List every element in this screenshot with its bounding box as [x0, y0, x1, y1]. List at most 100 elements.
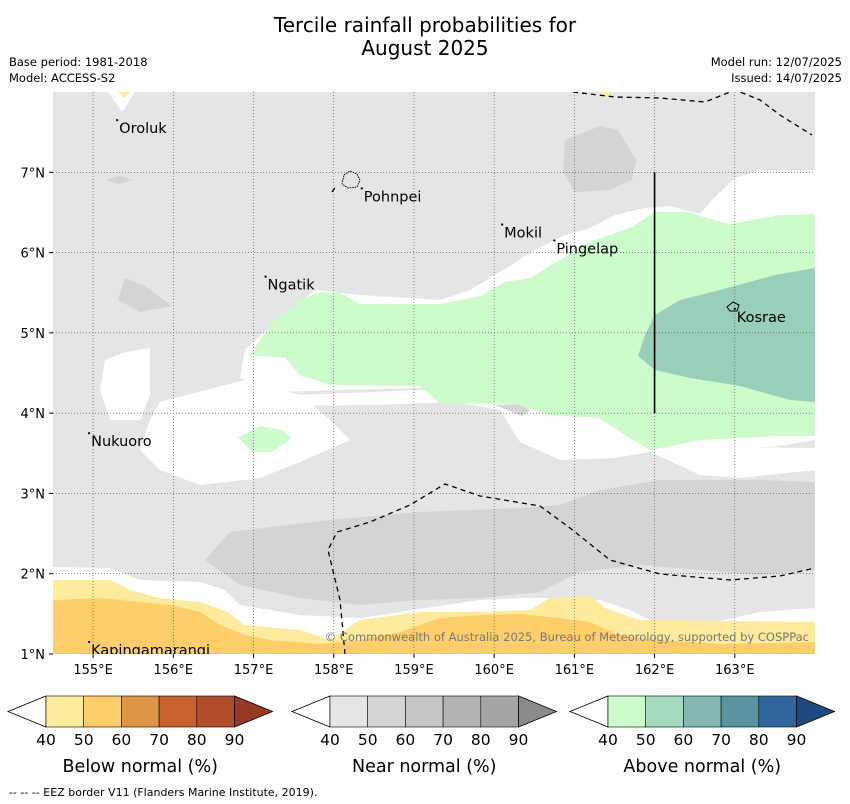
lon-tick-label: 157°E: [234, 663, 274, 678]
model-run: Model run: 12/07/2025: [710, 55, 842, 69]
colorbar-tick-label: 60: [396, 731, 416, 749]
lon-tick-label: 160°E: [474, 663, 514, 678]
colorbar-right-extend: [518, 695, 558, 728]
colorbar-tick-label: 50: [636, 731, 656, 749]
place-marker: [87, 640, 91, 644]
colorbar-label: Above normal (%): [623, 757, 781, 777]
place-label: Kapingamarangi: [91, 643, 210, 659]
colorbar-tick-label: 70: [711, 731, 731, 749]
colorbar-label: Below normal (%): [63, 757, 218, 777]
eez-border-fragment: [331, 185, 337, 193]
near-normal-50-patch-east: [800, 530, 815, 543]
colorbar-tick-label: 90: [509, 731, 529, 749]
place-marker: [733, 307, 736, 310]
title-line-1: Tercile rainfall probabilities for: [273, 13, 577, 37]
near-normal-50-region-south: [205, 480, 815, 605]
lon-tick-label: 163°E: [715, 663, 755, 678]
lon-tick-label: 159°E: [394, 663, 434, 678]
colorbar-tick-label: 60: [112, 731, 132, 749]
lon-tick-label: 155°E: [73, 663, 113, 678]
colorbar-segment: [480, 695, 519, 728]
colorbar-right-extend: [234, 695, 274, 728]
colorbar-segment: [683, 695, 722, 728]
issued-date: Issued: 14/07/2025: [731, 71, 842, 85]
eez-borders: [327, 92, 815, 654]
colorbar-1: 40 50 60 70 80 90 Near normal (%): [290, 695, 558, 777]
colorbar-segment: [45, 695, 85, 728]
place-marker: [264, 275, 267, 278]
eez-footnote: -- -- -- EEZ border V11 (Flanders Marine…: [9, 786, 318, 799]
colorbar-segment: [607, 695, 647, 728]
colorbar-segment: [367, 695, 406, 728]
place-labels: Oroluk Pohnpei Mokil Pingelap Ngatik Kosrae Nu…: [87, 119, 786, 659]
map-title: Tercile rainfall probabilities for Augus…: [0, 14, 850, 60]
colorbar-segment: [405, 695, 444, 728]
colorbar-left-extend: [568, 695, 609, 728]
place-label: Pingelap: [556, 242, 618, 258]
lat-tick-label: 4°N: [21, 407, 46, 422]
colorbar-segment: [720, 695, 760, 728]
colorbar-segment: [645, 695, 684, 728]
lon-tick-label: 161°E: [555, 663, 595, 678]
below-normal-40-patch-north: [118, 92, 130, 98]
eez-border-north: [572, 92, 813, 136]
plot-area: Oroluk Pohnpei Mokil Pingelap Ngatik Kosrae Nu…: [53, 92, 815, 659]
white-notch-oroluk: [108, 92, 135, 112]
place-label: Oroluk: [119, 121, 167, 137]
place-marker: [501, 223, 504, 226]
model-name: Model: ACCESS-S2: [9, 71, 116, 85]
colorbar-segment: [758, 695, 797, 728]
white-region-west: [140, 380, 350, 485]
place-marker: [87, 432, 91, 435]
colorbar-2: 40 50 60 70 80 90 Above normal (%): [568, 695, 836, 777]
place-label: Kosrae: [737, 310, 786, 326]
colorbar-tick-label: 80: [749, 731, 769, 749]
meta-right: Model run: 12/07/2025 Issued: 14/07/2025: [711, 54, 842, 86]
colorbar-segment: [158, 695, 198, 728]
colorbar-tick-label: 40: [320, 731, 340, 749]
near-normal-50-patch-west: [118, 278, 172, 312]
colorbar-tick-label: 80: [471, 731, 491, 749]
axis-labels: 155°E 156°E 157°E 158°E 159°E 160°E 161°E 162°E…: [21, 166, 755, 678]
lat-tick-label: 5°N: [21, 327, 46, 342]
island-outlines: [341, 170, 740, 312]
colorbar-tick-label: 90: [787, 731, 807, 749]
lat-tick-label: 6°N: [21, 247, 46, 262]
base-period: Base period: 1981-2018: [9, 55, 148, 69]
lat-tick-label: 3°N: [21, 487, 46, 502]
colorbar-0: 40 50 60 70 80 90 Below normal (%): [6, 695, 274, 777]
colorbar-left-extend: [290, 695, 331, 728]
place-marker: [553, 239, 556, 242]
colorbar-tick-label: 50: [358, 731, 378, 749]
colorbar-tick-label: 90: [225, 731, 245, 749]
meta-left: Base period: 1981-2018 Model: ACCESS-S2: [9, 54, 148, 86]
near-normal-50-patch-small: [105, 176, 133, 184]
place-label: Nukuoro: [91, 434, 152, 450]
colorbar-segment: [442, 695, 482, 728]
place-marker: [116, 119, 119, 122]
above-normal-40-region: [250, 212, 815, 450]
copyright-notice: © Commonwealth of Australia 2025, Bureau…: [325, 630, 809, 644]
lon-tick-label: 162°E: [635, 663, 675, 678]
colorbar-tick-label: 70: [433, 731, 453, 749]
title-line-2: August 2025: [361, 36, 489, 60]
colorbar-segment: [196, 695, 235, 728]
colorbar-segment: [83, 695, 122, 728]
lon-tick-label: 156°E: [154, 663, 194, 678]
white-region-nukuoro: [100, 348, 150, 420]
colorbar-tick-label: 80: [187, 731, 207, 749]
colorbar-right-extend: [796, 695, 836, 728]
near-normal-50-region-north: [563, 126, 636, 192]
above-normal-40-patch: [238, 426, 292, 452]
colorbar-tick-label: 60: [674, 731, 694, 749]
place-label: Mokil: [504, 225, 542, 241]
above-normal-50-region: [638, 268, 815, 402]
place-label: Ngatik: [268, 278, 316, 294]
colorbar-segment: [329, 695, 369, 728]
colorbar-segment: [121, 695, 160, 728]
colorbar-tick-label: 50: [74, 731, 94, 749]
place-label: Pohnpei: [364, 189, 422, 205]
colorbar-label: Near normal (%): [352, 757, 497, 777]
kosrae-island: [726, 301, 740, 312]
